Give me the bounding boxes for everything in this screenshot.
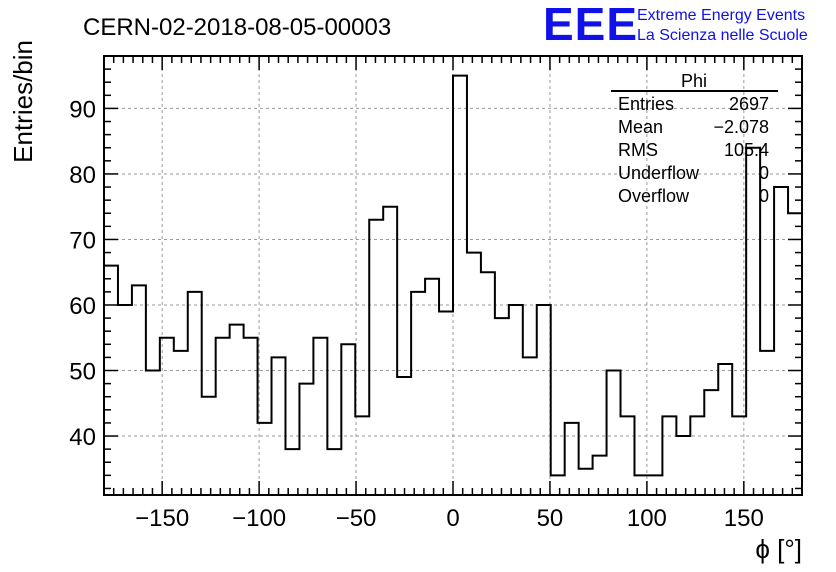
stats-label: Overflow xyxy=(618,186,690,206)
logo-mark: EEE xyxy=(543,0,638,50)
stats-label: Mean xyxy=(618,117,663,137)
chart-title: CERN-02-2018-08-05-00003 xyxy=(83,14,391,41)
stats-label: Underflow xyxy=(618,163,700,183)
x-tick-label: 0 xyxy=(446,505,459,532)
y-tick-label: 80 xyxy=(69,162,96,189)
x-axis-label: ϕ [°] xyxy=(755,534,802,564)
x-tick-labels: −150 −100 −50 0 50 100 150 xyxy=(135,505,764,532)
x-tick-label: 150 xyxy=(724,505,764,532)
stats-label: Entries xyxy=(618,94,674,114)
x-tick-label: −100 xyxy=(232,505,286,532)
stats-title: Phi xyxy=(681,71,707,91)
y-tick-labels: 40 50 60 70 80 90 xyxy=(69,96,96,451)
eee-logo: EEE Extreme Energy Events La Scienza nel… xyxy=(543,0,808,50)
x-tick-label: −50 xyxy=(336,505,377,532)
y-tick-label: 40 xyxy=(69,424,96,451)
logo-line-1: Extreme Energy Events xyxy=(637,7,805,24)
y-tick-label: 70 xyxy=(69,227,96,254)
stats-box: Phi Entries 2697 Mean −2.078 RMS 105.4 Underfl… xyxy=(611,71,778,206)
stats-label: RMS xyxy=(618,140,658,160)
x-tick-label: −150 xyxy=(135,505,189,532)
x-tick-label: 50 xyxy=(537,505,564,532)
y-axis-label: Entries/bin xyxy=(8,40,38,163)
stats-value: 0 xyxy=(759,163,769,183)
stats-value: 105.4 xyxy=(724,140,769,160)
axis-ticks xyxy=(104,55,802,495)
stats-value: 2697 xyxy=(729,94,769,114)
stats-rows: Entries 2697 Mean −2.078 RMS 105.4 Underflow 0 O… xyxy=(618,94,769,206)
y-tick-label: 60 xyxy=(69,293,96,320)
stats-value: 0 xyxy=(759,186,769,206)
histogram-outline xyxy=(104,74,802,477)
y-tick-label: 90 xyxy=(69,96,96,123)
logo-line-2: La Scienza nelle Scuole xyxy=(637,27,808,44)
y-tick-label: 50 xyxy=(69,359,96,386)
x-tick-label: 100 xyxy=(627,505,667,532)
stats-value: −2.078 xyxy=(713,117,769,137)
